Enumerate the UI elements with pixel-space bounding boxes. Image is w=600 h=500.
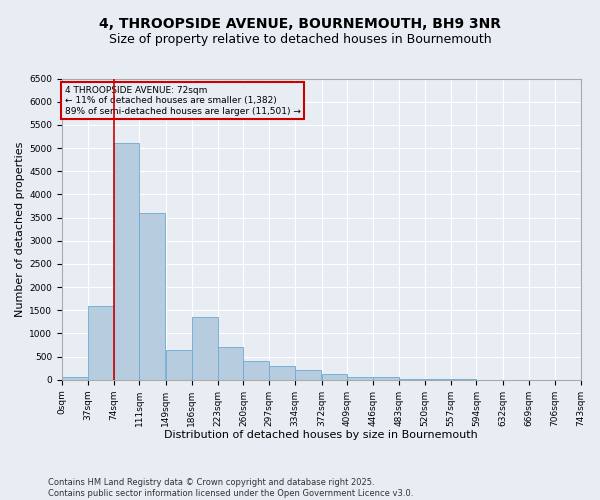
Y-axis label: Number of detached properties: Number of detached properties	[15, 142, 25, 317]
Bar	[192, 317, 218, 380]
Bar	[166, 350, 192, 380]
Bar	[347, 378, 373, 380]
Bar	[88, 306, 113, 380]
Text: Contains HM Land Registry data © Crown copyright and database right 2025.
Contai: Contains HM Land Registry data © Crown c…	[48, 478, 413, 498]
Text: 4, THROOPSIDE AVENUE, BOURNEMOUTH, BH9 3NR: 4, THROOPSIDE AVENUE, BOURNEMOUTH, BH9 3…	[99, 18, 501, 32]
Text: 4 THROOPSIDE AVENUE: 72sqm
← 11% of detached houses are smaller (1,382)
89% of s: 4 THROOPSIDE AVENUE: 72sqm ← 11% of deta…	[65, 86, 301, 116]
X-axis label: Distribution of detached houses by size in Bournemouth: Distribution of detached houses by size …	[164, 430, 478, 440]
Bar	[113, 144, 139, 380]
Bar	[373, 378, 399, 380]
Bar	[139, 213, 165, 380]
Bar	[322, 374, 347, 380]
Bar	[269, 366, 295, 380]
Bar	[244, 361, 269, 380]
Text: Size of property relative to detached houses in Bournemouth: Size of property relative to detached ho…	[109, 32, 491, 46]
Bar	[218, 348, 244, 380]
Bar	[62, 378, 88, 380]
Bar	[295, 370, 321, 380]
